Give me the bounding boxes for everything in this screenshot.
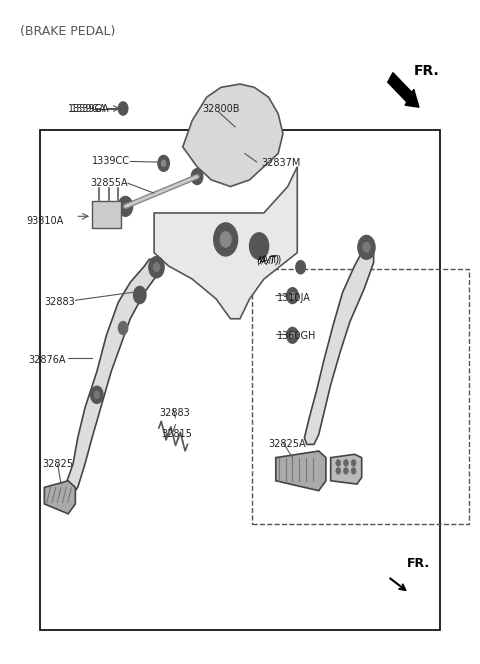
Text: (A/T): (A/T) <box>257 256 280 266</box>
Text: 32825A: 32825A <box>269 440 306 450</box>
Text: 1339GA: 1339GA <box>71 104 109 114</box>
Circle shape <box>149 256 164 278</box>
Circle shape <box>118 102 128 115</box>
Bar <box>92 201 120 228</box>
Text: FR.: FR. <box>407 557 430 570</box>
Circle shape <box>192 169 203 185</box>
Bar <box>252 269 469 524</box>
Circle shape <box>336 467 341 474</box>
Circle shape <box>118 321 128 335</box>
Text: 32837M: 32837M <box>262 159 301 169</box>
Circle shape <box>287 327 298 343</box>
Circle shape <box>94 391 100 399</box>
Text: (BRAKE PEDAL): (BRAKE PEDAL) <box>21 25 116 38</box>
Text: 32876A: 32876A <box>28 355 66 365</box>
Circle shape <box>351 467 356 474</box>
Circle shape <box>133 286 146 303</box>
Text: 32883: 32883 <box>45 297 75 307</box>
Polygon shape <box>304 253 373 444</box>
Text: 1360GH: 1360GH <box>277 331 317 341</box>
Circle shape <box>158 155 169 171</box>
Bar <box>39 130 441 629</box>
Polygon shape <box>44 481 75 514</box>
Circle shape <box>153 262 160 272</box>
Circle shape <box>351 459 356 466</box>
FancyArrow shape <box>388 72 419 107</box>
Text: (A/T): (A/T) <box>258 254 281 265</box>
Circle shape <box>290 292 295 299</box>
Circle shape <box>363 242 370 253</box>
Polygon shape <box>66 259 161 491</box>
Circle shape <box>290 332 295 339</box>
Polygon shape <box>276 451 326 491</box>
Circle shape <box>91 386 103 404</box>
Text: 93810A: 93810A <box>26 216 63 226</box>
Circle shape <box>220 232 231 248</box>
Text: FR.: FR. <box>414 64 440 78</box>
Polygon shape <box>183 84 283 187</box>
Text: 1310JA: 1310JA <box>277 293 311 303</box>
Circle shape <box>287 288 298 303</box>
Text: 1339CC: 1339CC <box>92 157 130 167</box>
Circle shape <box>250 233 269 259</box>
Text: 32855A: 32855A <box>90 178 128 188</box>
Circle shape <box>118 197 132 216</box>
Polygon shape <box>331 454 362 484</box>
Circle shape <box>214 223 238 256</box>
Text: 32883: 32883 <box>159 408 190 418</box>
Text: 1339GA: 1339GA <box>68 104 107 114</box>
Circle shape <box>344 467 348 474</box>
Text: 32800B: 32800B <box>202 104 240 114</box>
Circle shape <box>296 260 305 274</box>
Circle shape <box>358 236 375 259</box>
Polygon shape <box>154 167 297 319</box>
Text: 32815: 32815 <box>161 430 192 440</box>
Circle shape <box>161 160 166 167</box>
Circle shape <box>336 459 341 466</box>
Text: 32825: 32825 <box>42 459 73 469</box>
Circle shape <box>344 459 348 466</box>
